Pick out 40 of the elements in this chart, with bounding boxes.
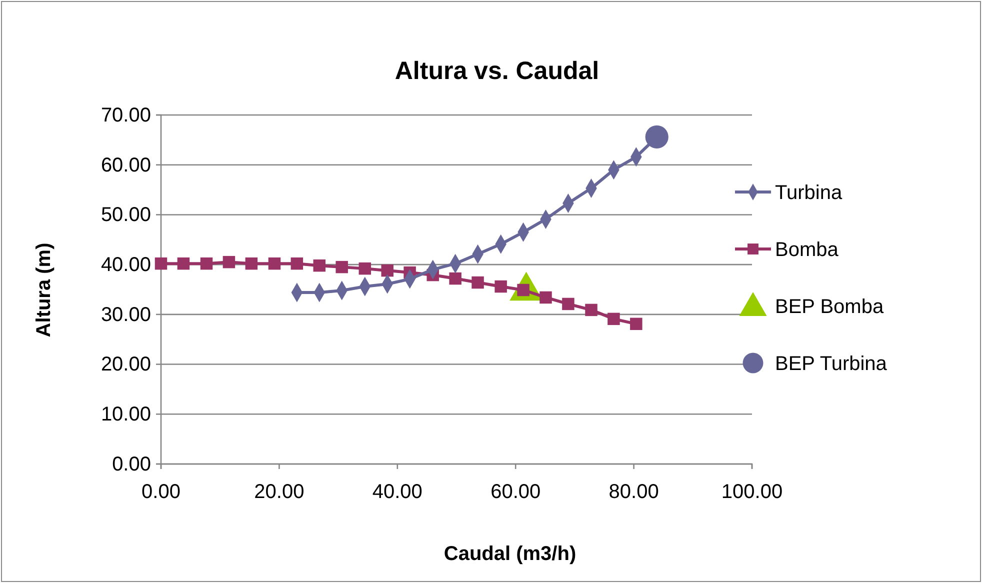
y-tick-label: 0.00 [112,453,151,476]
point [381,264,394,277]
x-tick-label: 40.00 [372,481,422,503]
y-axis-title: Altura (m) [33,242,55,338]
legend-label: BEP Turbina [775,353,888,375]
legend-label: Turbina [775,182,843,204]
point [177,257,190,270]
point [222,256,236,268]
point [494,280,507,293]
point [200,257,213,270]
point [336,260,348,274]
y-tick-label: 70.00 [100,104,151,126]
point [313,259,326,272]
point [540,291,552,304]
y-tick-label: 40.00 [100,254,151,276]
point [472,276,484,289]
chart-title: Altura vs. Caudal [394,57,600,85]
point [268,257,281,270]
x-tick-label: 60.00 [490,481,541,503]
point [290,257,304,270]
legend-label: Bomba [775,239,840,261]
point [585,304,598,316]
y-tick-label: 30.00 [100,304,151,326]
x-tick-label: 0.00 [142,481,180,503]
y-tick-label: 20.00 [100,354,151,376]
x-tick-label: 20.00 [254,481,304,503]
x-axis-title: Caudal (m3/h) [444,543,576,565]
x-tick-label: 100.00 [721,481,783,503]
point [449,272,462,285]
point [154,257,168,270]
point [358,262,372,275]
legend-label: BEP Bomba [775,296,884,318]
point [562,298,574,310]
x-tick-label: 80.00 [608,481,659,503]
y-tick-label: 10.00 [100,404,151,426]
point [245,257,258,270]
y-tick-label: 50.00 [100,204,151,226]
y-tick-label: 60.00 [100,154,151,176]
point [630,318,642,330]
point [608,312,620,326]
